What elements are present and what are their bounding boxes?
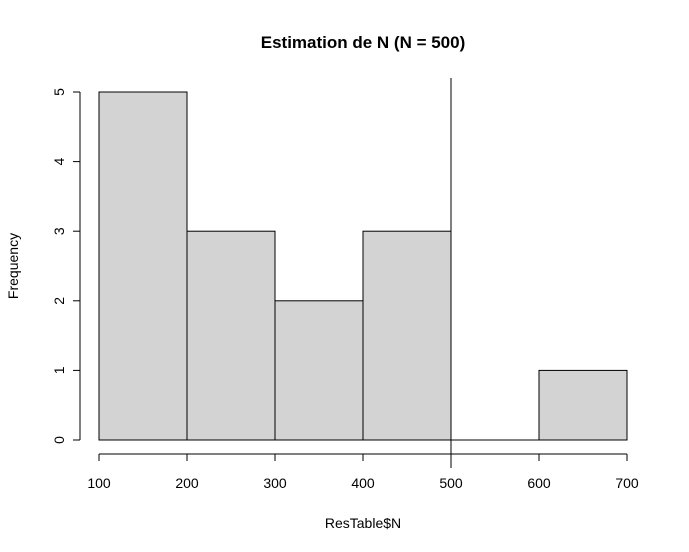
- histogram-bar-4: [362, 230, 452, 441]
- y-tick-label: 1: [51, 366, 67, 374]
- x-tick-label: 100: [87, 475, 111, 491]
- y-tick-label: 4: [51, 157, 67, 165]
- x-tick-label: 300: [263, 475, 287, 491]
- histogram-bar-2: [186, 230, 276, 441]
- x-axis: 100 200 300 400 500 600 700: [87, 453, 639, 491]
- y-tick-label: 5: [51, 88, 67, 96]
- x-axis-label: ResTable$N: [325, 515, 401, 531]
- chart-title: Estimation de N (N = 500): [261, 33, 466, 52]
- x-tick-label: 600: [527, 475, 551, 491]
- x-tick-label: 700: [615, 475, 639, 491]
- x-tick-label: 500: [439, 475, 463, 491]
- bars-group: [98, 91, 628, 441]
- y-tick-label: 2: [51, 297, 67, 305]
- y-axis: 0 1 2 3 4 5: [51, 88, 81, 444]
- x-tick-label: 400: [351, 475, 375, 491]
- y-tick-label: 3: [51, 227, 67, 235]
- histogram-bar-3: [274, 300, 364, 441]
- x-tick-label: 200: [175, 475, 199, 491]
- y-axis-label: Frequency: [5, 233, 21, 299]
- histogram-bar-1: [98, 91, 188, 441]
- y-tick-label: 0: [51, 436, 67, 444]
- histogram-bar-6: [538, 369, 628, 441]
